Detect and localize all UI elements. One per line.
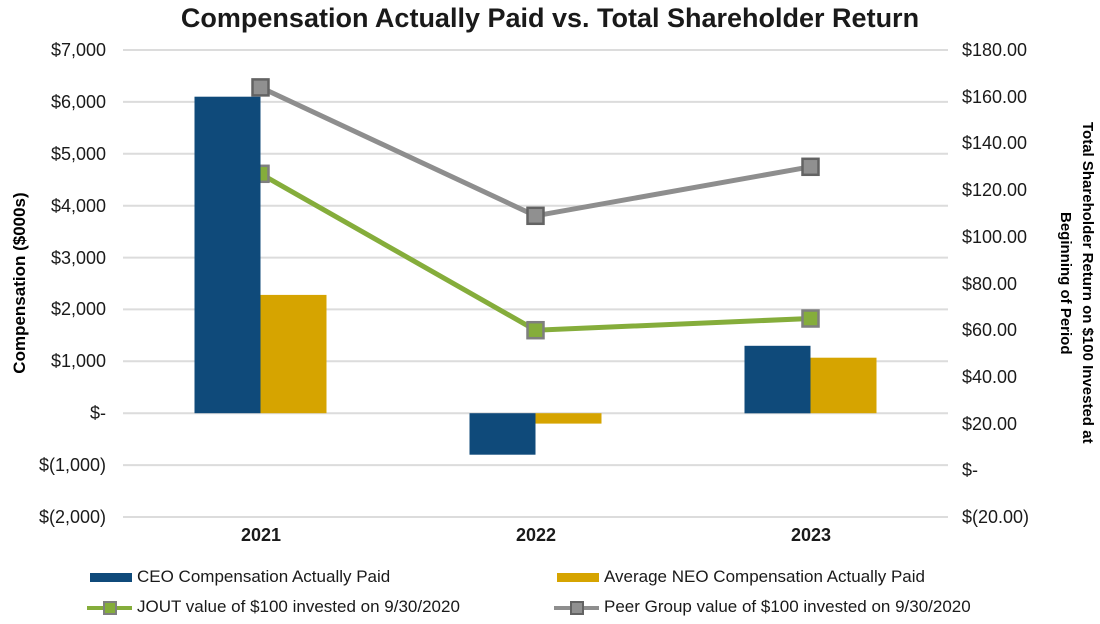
chart-title: Compensation Actually Paid vs. Total Sha… [180,3,920,33]
legend-marker-icon [103,601,117,615]
legend-label: Peer Group value of $100 invested on 9/3… [604,597,971,616]
legend-label: Average NEO Compensation Actually Paid [604,567,925,586]
right-axis-tick-label: $100.00 [962,227,1028,247]
line-marker [526,320,545,340]
legend-bar-swatch-icon [557,573,599,582]
bar [535,413,602,424]
legend-marker-icon [570,601,584,615]
left-axis-tick-label: $4,000 [50,196,106,216]
right-axis-tick-label: $80.00 [962,274,1018,294]
left-axis-tick-label: $3,000 [50,248,106,268]
right-axis-tick-label: $180.00 [962,40,1028,60]
left-axis-tick-label: $2,000 [50,299,106,319]
left-axis-title: Compensation ($000s) [10,192,29,374]
left-axis-tick-label: $7,000 [50,40,106,60]
right-axis-tick-label: $160.00 [962,87,1028,107]
left-axis-tick-label: $6,000 [50,92,106,112]
right-axis-tick-label: $- [962,460,979,480]
right-axis-title-line1: Total Shareholder Return on $100 Investe… [1079,122,1096,444]
right-axis-tick-label: $40.00 [962,367,1018,387]
right-axis-tick-label: $20.00 [962,414,1018,434]
x-axis-label: 2023 [790,525,832,545]
line-series-0 [259,171,811,333]
right-axis-tick-label: $(20.00) [962,507,1030,527]
right-axis-tick-label: $140.00 [962,133,1028,153]
right-axis-tick-label: $60.00 [962,320,1018,340]
right-axis-title: Total Shareholder Return on $100 Investe… [1052,48,1098,518]
bar [810,357,877,414]
right-axis-tick-label: $120.00 [962,180,1028,200]
line-marker [251,78,270,97]
bar [194,96,261,414]
left-axis-tick-label: $- [89,403,106,423]
legend-label: CEO Compensation Actually Paid [137,567,391,586]
line-marker [801,309,820,328]
line-marker [526,206,545,226]
x-axis-label: 2022 [515,525,557,545]
right-axis-title-line2: Beginning of Period [1057,211,1074,355]
line-marker [801,157,820,177]
bar [260,294,327,414]
bar [469,413,536,455]
bar [744,345,811,414]
left-axis-tick-label: $(1,000) [38,455,106,475]
left-axis-tick-label: $(2,000) [38,507,106,527]
legend-bar-swatch-icon [90,573,132,582]
left-axis-tick-label: $5,000 [50,144,106,164]
x-axis-label: 2021 [240,525,282,545]
line-series-1 [259,85,811,219]
legend-label: JOUT value of $100 invested on 9/30/2020 [137,597,460,616]
left-axis-tick-label: $1,000 [50,351,106,371]
